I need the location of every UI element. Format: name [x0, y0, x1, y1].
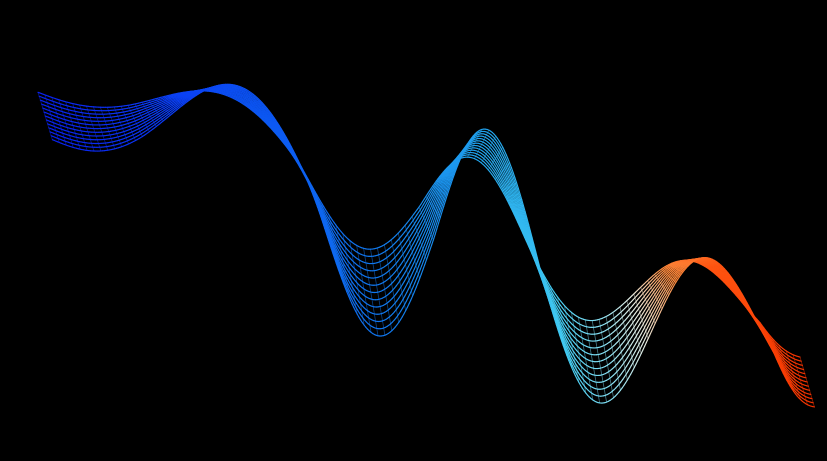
- mesh-wireframe-layer: [37, 83, 815, 408]
- mesh-strip: [51, 83, 815, 408]
- mesh-strip: [49, 84, 813, 400]
- mesh-crosslines: [37, 83, 815, 408]
